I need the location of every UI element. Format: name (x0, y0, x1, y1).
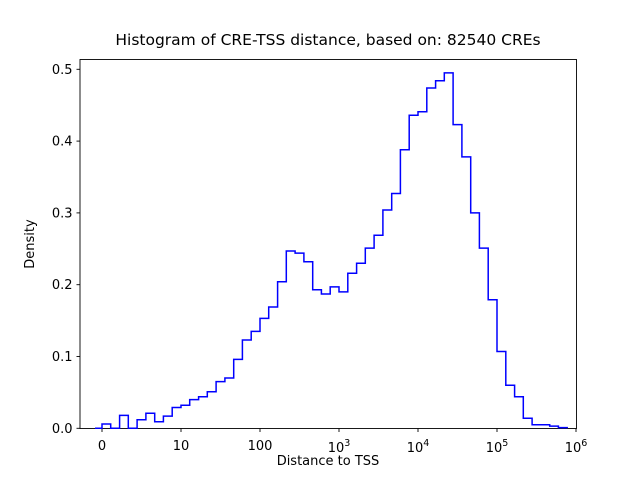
x-axis-label: Distance to TSS (277, 454, 380, 469)
y-tick-label: 0.5 (52, 63, 73, 78)
y-tick-label: 0.2 (52, 278, 73, 293)
y-axis-label: Density (23, 219, 38, 269)
y-tick-label: 0.4 (52, 135, 73, 150)
histogram-step-line (95, 72, 568, 430)
x-tick-label: 100 (248, 439, 273, 454)
x-tick-label: 10 (173, 439, 190, 454)
x-tick-label: 104 (407, 438, 430, 456)
x-axis-tick-labels: 0 10 100 103 104 105 106 (98, 438, 587, 456)
x-axis-ticks (101, 428, 577, 432)
chart-title: Histogram of CRE-TSS distance, based on:… (115, 31, 540, 49)
y-tick-label: 0.0 (52, 422, 73, 437)
plot-frame (79, 59, 577, 429)
y-tick-label: 0.1 (52, 350, 73, 365)
x-tick-label: 106 (565, 438, 588, 456)
y-axis-tick-labels: 0.0 0.1 0.2 0.3 0.4 0.5 (52, 63, 73, 437)
x-tick-label: 0 (98, 439, 106, 454)
x-tick-label: 105 (486, 438, 509, 456)
y-axis-ticks (76, 68, 80, 429)
y-tick-label: 0.3 (52, 206, 73, 221)
x-tick-label: 103 (328, 438, 351, 456)
